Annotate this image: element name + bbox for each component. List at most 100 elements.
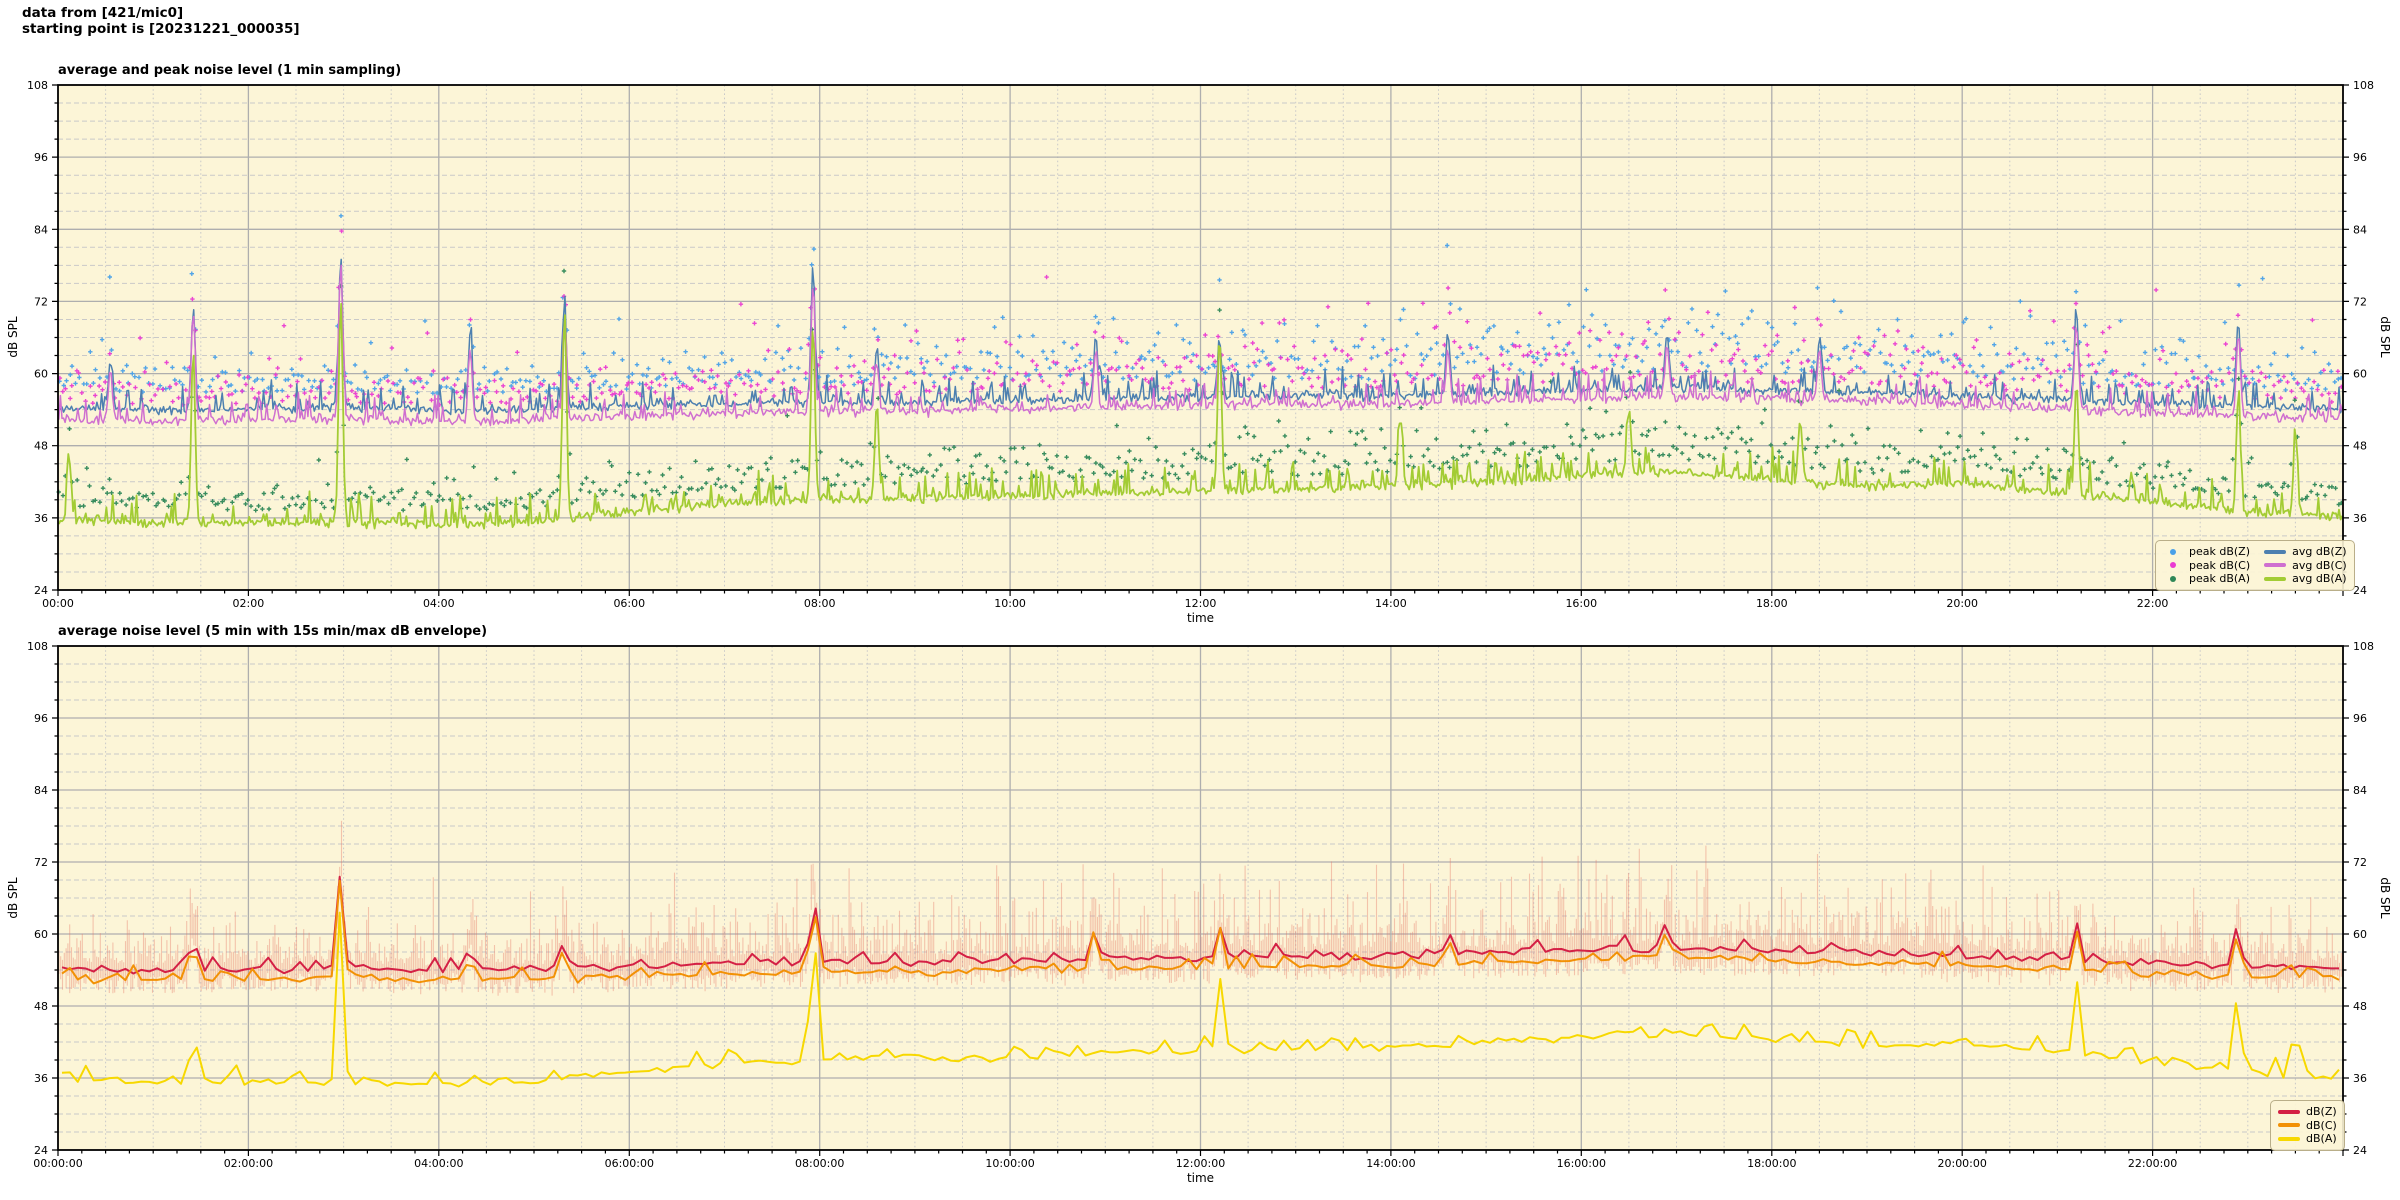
legend-label: avg dB(A) (2292, 572, 2347, 585)
chart2-ylabel-right: dB SPL (2378, 877, 2392, 919)
legend-label: peak dB(A) (2189, 572, 2250, 585)
xtick-label: 12:00:00 (1176, 1157, 1225, 1170)
xtick-label: 16:00:00 (1557, 1157, 1606, 1170)
ytick-label-right: 60 (2353, 928, 2367, 941)
ytick-label-right: 24 (2353, 1144, 2367, 1157)
ytick-label-right: 84 (2353, 784, 2367, 797)
scatter-peak-db-z- (57, 213, 2344, 396)
xtick-label: 14:00 (1375, 597, 1407, 610)
legend-column: avg dB(Z) avg dB(C) avg dB(A) (2264, 545, 2347, 586)
legend-label: dB(C) (2306, 1118, 2337, 1132)
major-gridlines-vertical (247, 646, 2154, 1150)
xtick-label: 08:00:00 (795, 1157, 844, 1170)
series-db-c- (61, 879, 2340, 985)
legend-line-marker (2278, 1109, 2300, 1114)
xtick-label: 18:00:00 (1747, 1157, 1796, 1170)
chart1-legend: peak dB(Z) peak dB(C) peak dB(A) avg dB(Z) a… (2155, 540, 2355, 591)
ytick-label-right: 96 (2353, 712, 2367, 725)
chart2-ylabel-left: dB SPL (6, 877, 20, 919)
series-db-a- (61, 911, 2340, 1088)
ytick-label-left: 24 (34, 584, 48, 597)
ytick-label-right: 48 (2353, 440, 2367, 453)
legend-label: peak dB(Z) (2189, 545, 2251, 558)
xtick-label: 22:00 (2137, 597, 2169, 610)
legend-item: peak dB(A) (2163, 572, 2250, 586)
legend-point-marker (2170, 575, 2176, 582)
legend-item: avg dB(C) (2264, 559, 2347, 573)
ytick-label-right: 108 (2353, 79, 2374, 92)
chart2-legend: dB(Z) dB(C) dB(A) (2270, 1100, 2345, 1151)
ytick-label-right: 36 (2353, 1072, 2367, 1085)
xtick-label: 04:00 (423, 597, 455, 610)
ytick-label-right: 96 (2353, 151, 2367, 164)
ytick-label-right: 48 (2353, 1000, 2367, 1013)
xtick-label: 04:00:00 (414, 1157, 463, 1170)
legend-point-marker (2170, 548, 2176, 555)
chart1-ylabel-right: dB SPL (2378, 316, 2392, 358)
ytick-label-right: 36 (2353, 512, 2367, 525)
ytick-label-left: 60 (34, 368, 48, 381)
ytick-label-left: 84 (34, 223, 48, 236)
chart1-title: average and peak noise level (1 min samp… (58, 63, 402, 78)
xtick-label: 06:00:00 (605, 1157, 654, 1170)
legend-label: avg dB(C) (2292, 558, 2347, 572)
legend-item: avg dB(Z) (2264, 545, 2347, 559)
ytick-label-left: 72 (34, 295, 48, 308)
legend-line-marker (2264, 576, 2287, 581)
legend-item: avg dB(A) (2264, 572, 2347, 586)
xtick-label: 16:00 (1565, 597, 1597, 610)
minor-gridlines-vertical (105, 646, 2296, 1150)
ytick-label-right: 108 (2353, 640, 2374, 653)
xtick-label: 20:00 (1946, 597, 1978, 610)
legend-line-marker (2264, 563, 2287, 568)
legend-line-marker (2278, 1136, 2300, 1141)
ytick-label-left: 96 (34, 151, 48, 164)
ytick-label-left: 84 (34, 784, 48, 797)
ytick-label-right: 84 (2353, 223, 2367, 236)
legend-item: dB(A) (2278, 1132, 2337, 1146)
header-start-line: starting point is [20231221_000035] (22, 21, 300, 37)
xtick-label: 00:00 (42, 597, 74, 610)
xtick-label: 02:00:00 (224, 1157, 273, 1170)
ytick-label-right: 72 (2353, 856, 2367, 869)
series-avg-db-c- (58, 264, 2343, 427)
xtick-label: 22:00:00 (2128, 1157, 2177, 1170)
legend-point-marker (2170, 562, 2176, 569)
ytick-label-left: 96 (34, 712, 48, 725)
ytick-label-right: 72 (2353, 295, 2367, 308)
legend-item: peak dB(Z) (2163, 545, 2250, 559)
xtick-label: 08:00 (804, 597, 836, 610)
xtick-label: 06:00 (613, 597, 645, 610)
chart1: 24 24 36 36 48 48 60 60 72 72 84 84 96 96 108 108 00:00 0… (27, 79, 2374, 610)
chart1-ylabel-left: dB SPL (6, 316, 20, 358)
series-avg-db-z- (58, 258, 2343, 416)
ytick-label-right: 24 (2353, 584, 2367, 597)
chart2-title: average noise level (5 min with 15s min/… (58, 624, 488, 639)
major-gridlines-vertical (247, 85, 2154, 590)
legend-item: dB(C) (2278, 1119, 2337, 1133)
tick-labels: 24 24 36 36 48 48 60 60 72 72 84 84 96 96 108 108 00:00 0… (27, 79, 2374, 610)
legend-column: peak dB(Z) peak dB(C) peak dB(A) (2163, 545, 2250, 586)
ytick-label-left: 48 (34, 440, 48, 453)
xtick-label: 18:00 (1756, 597, 1788, 610)
legend-label: avg dB(Z) (2292, 545, 2347, 558)
ytick-label-right: 60 (2353, 368, 2367, 381)
ytick-label-left: 48 (34, 1000, 48, 1013)
ytick-label-left: 36 (34, 1072, 48, 1085)
chart2-xlabel: time (1186, 1171, 1215, 1185)
series-avg-db-a- (57, 302, 2344, 530)
ytick-label-left: 108 (27, 79, 48, 92)
tick-labels: 24 24 36 36 48 48 60 60 72 72 84 84 96 96 108 108 00:00:… (27, 640, 2374, 1170)
legend-label: dB(A) (2306, 1132, 2337, 1145)
xtick-label: 20:00:00 (1937, 1157, 1986, 1170)
chart1-xlabel: time (1186, 611, 1215, 625)
ytick-label-left: 60 (34, 928, 48, 941)
legend-item: dB(Z) (2278, 1105, 2337, 1119)
xtick-label: 02:00 (233, 597, 265, 610)
xtick-label: 12:00 (1185, 597, 1217, 610)
legend-column: dB(Z) dB(C) dB(A) (2278, 1105, 2337, 1146)
header-source-line: data from [421/mic0] (22, 5, 184, 21)
xtick-label: 10:00:00 (985, 1157, 1034, 1170)
